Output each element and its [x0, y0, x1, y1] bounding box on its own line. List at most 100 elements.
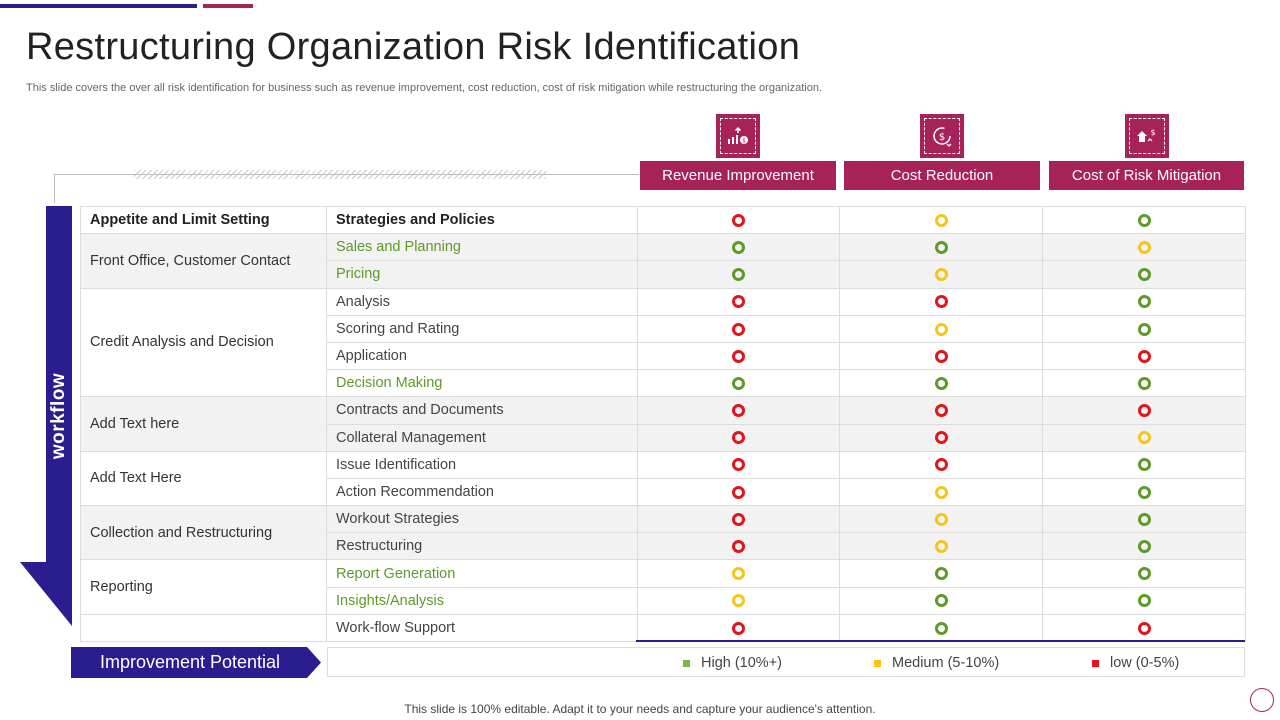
rating-cell: [637, 450, 840, 479]
rating-dot-red: [732, 404, 745, 418]
strategy-label: Decision Making: [326, 369, 638, 398]
rating-dot-green: [934, 376, 948, 390]
strategy-label: Scoring and Rating: [326, 314, 638, 343]
rating-dot-green: [934, 567, 948, 581]
strategy-label: Restructuring: [326, 532, 638, 561]
rating-cell: [637, 287, 840, 316]
rating-cell: [1042, 532, 1246, 561]
strategy-label: Application: [326, 341, 638, 371]
workflow-label: workflow: [48, 372, 69, 460]
rating-dot-green: [732, 376, 745, 390]
rating-dot-yellow: [934, 322, 948, 336]
table-row: Add Text Here Issue Identification: [80, 450, 1246, 507]
rating-dot-green: [1137, 213, 1151, 227]
rating-dot-red: [732, 295, 745, 309]
rating-dot-red: [934, 458, 948, 472]
legend-medium-swatch: [874, 659, 881, 667]
rating-cell: [839, 532, 1043, 561]
rating-dot-yellow: [934, 213, 948, 227]
table-row: Collection and Restructuring Workout Stra…: [80, 505, 1246, 561]
rating-dot-green: [1137, 540, 1151, 554]
rating-dot-green: [934, 240, 948, 254]
rating-dot-red: [732, 540, 745, 554]
footer-note: This slide is 100% editable. Adapt it to…: [404, 702, 876, 716]
rating-cell: [839, 287, 1043, 316]
rating-dot-yellow: [934, 540, 948, 554]
strategy-label: Workout Strategies: [326, 505, 638, 534]
table-bottom-line: [636, 640, 1245, 642]
legend-low-swatch: [1092, 659, 1099, 667]
table-header-row: Appetite and Limit Setting Strategies and…: [80, 205, 1246, 235]
table-header-strategy: Strategies and Policies: [326, 205, 638, 235]
column-header-cost-of-risk-mitigation: Cost of Risk Mitigation: [1049, 161, 1244, 190]
rating-dot-red: [934, 349, 948, 363]
rating-cell: [637, 532, 840, 561]
page-title: Restructuring Organization Risk Identifi…: [26, 26, 801, 68]
rating-cell: [1042, 423, 1246, 452]
rating-cell: [1042, 260, 1246, 289]
rating-cell: [839, 477, 1043, 507]
table-row: Application: [81, 341, 1246, 371]
rating-dot-green: [1137, 295, 1151, 309]
rating-dot-red: [732, 322, 745, 336]
rating-dot-yellow: [934, 512, 948, 526]
rating-dot-green: [732, 268, 745, 282]
table-row: Work-flow Support: [80, 613, 1246, 643]
rating-cell: [1042, 586, 1246, 615]
rating-dot-green: [1137, 512, 1151, 526]
strategy-label: Pricing: [326, 260, 638, 289]
rating-cell: [1042, 396, 1246, 425]
group-label: Reporting: [80, 559, 327, 615]
accent-bar-magenta: [203, 4, 253, 8]
rating-dot-green: [1137, 322, 1151, 336]
rating-cell: [1042, 314, 1246, 343]
rating-dot-red: [732, 349, 745, 363]
rating-dot-red: [1137, 621, 1151, 635]
table-row: Add Text here Contracts and Documents: [80, 396, 1246, 452]
rating-cell: [839, 233, 1043, 262]
rating-cell: [637, 423, 840, 452]
page-subtitle: This slide covers the over all risk iden…: [26, 82, 823, 94]
accent-bar-blue: [0, 4, 197, 8]
rating-dot-green: [934, 594, 948, 608]
legend-medium-label: Medium (5-10%): [892, 655, 1000, 671]
strategy-label: Contracts and Documents: [326, 396, 638, 425]
table-row: Credit Analysis and Decision Analysis: [80, 287, 1246, 398]
dollar-cycle-icon: $: [920, 114, 964, 158]
rating-cell: [637, 233, 840, 262]
rating-dot-red: [732, 431, 745, 445]
svg-text:$: $: [742, 138, 746, 145]
rating-cell: [839, 613, 1043, 643]
group-label: Add Text here: [80, 396, 327, 452]
rating-cell: [637, 505, 840, 534]
legend-medium: Medium (5-10%): [874, 655, 999, 671]
risk-identification-table: Appetite and Limit Setting Strategies and…: [80, 205, 1246, 643]
rating-cell: [1042, 341, 1246, 371]
rating-cell: [1042, 613, 1246, 643]
rating-cell: [637, 586, 840, 615]
table-row: Decision Making: [81, 369, 1246, 398]
rating-dot-red: [732, 512, 745, 526]
group-label: Add Text Here: [80, 450, 327, 507]
rating-dot-red: [732, 621, 745, 635]
column-header-revenue-improvement: Revenue Improvement: [640, 161, 836, 190]
strategy-label: Sales and Planning: [326, 233, 638, 262]
rating-cell: [839, 586, 1043, 615]
rating-dot-red: [732, 213, 745, 227]
rating-cell: [839, 396, 1043, 425]
improvement-potential-label: Improvement Potential: [99, 652, 281, 672]
table-row: Insights/Analysis: [81, 586, 1246, 615]
legend-box: [327, 647, 1245, 677]
rating-dot-yellow: [1137, 240, 1151, 254]
legend-high: High (10%+): [683, 655, 782, 671]
rating-dot-red: [934, 431, 948, 445]
group-label: [80, 613, 327, 643]
rating-cell: [1042, 450, 1246, 479]
rating-cell: [1042, 287, 1246, 316]
rating-dot-green: [934, 621, 948, 635]
rating-dot-yellow: [732, 567, 745, 581]
rating-cell: [637, 205, 840, 235]
group-label: Credit Analysis and Decision: [80, 287, 327, 398]
rating-cell: [637, 260, 840, 289]
workflow-arrow: [20, 206, 72, 626]
